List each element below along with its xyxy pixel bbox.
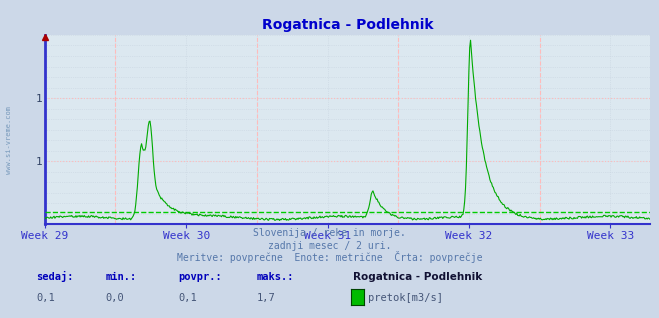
Text: 0,1: 0,1 [178,293,196,302]
Text: min.:: min.: [105,273,136,282]
Text: sedaj:: sedaj: [36,272,74,282]
Text: maks.:: maks.: [257,273,295,282]
Title: Rogatnica - Podlehnik: Rogatnica - Podlehnik [262,18,433,32]
Text: pretok[m3/s]: pretok[m3/s] [368,293,443,302]
Text: Rogatnica - Podlehnik: Rogatnica - Podlehnik [353,273,482,282]
Text: 0,0: 0,0 [105,293,124,302]
Text: Slovenija / reke in morje.: Slovenija / reke in morje. [253,228,406,238]
Text: 0,1: 0,1 [36,293,55,302]
Text: zadnji mesec / 2 uri.: zadnji mesec / 2 uri. [268,241,391,251]
Text: Meritve: povprečne  Enote: metrične  Črta: povprečje: Meritve: povprečne Enote: metrične Črta:… [177,252,482,263]
Text: www.si-vreme.com: www.si-vreme.com [5,106,12,174]
Text: povpr.:: povpr.: [178,273,221,282]
Text: 1,7: 1,7 [257,293,275,302]
